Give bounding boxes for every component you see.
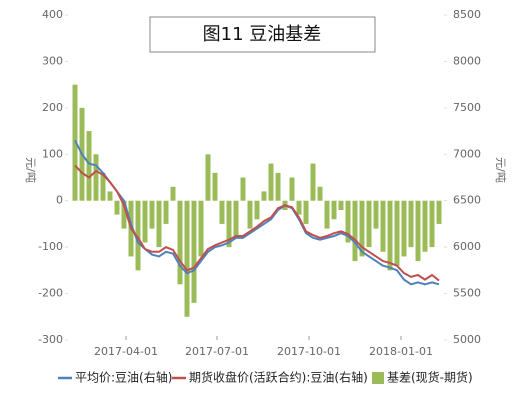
bar	[184, 200, 190, 317]
bar	[275, 172, 281, 201]
line	[74, 164, 440, 282]
bar	[107, 191, 113, 201]
bar	[359, 200, 365, 257]
y-tick-label: 200	[42, 101, 63, 114]
bar	[240, 177, 246, 201]
bar	[317, 186, 323, 201]
y-tick-label: 0	[56, 194, 63, 207]
y-tick-label: -300	[38, 333, 63, 346]
x-tick-label: 2017-10-01	[277, 345, 341, 358]
y-tick-label: 300	[42, 54, 63, 67]
bar	[415, 200, 421, 262]
bar	[191, 200, 197, 303]
legend-label: 平均价:豆油(右轴)	[75, 370, 172, 385]
bar	[394, 200, 400, 266]
bar	[212, 172, 218, 201]
bar	[142, 200, 148, 243]
chart-title: 图11 豆油基差	[203, 24, 322, 45]
bar	[366, 200, 372, 248]
y-tick-label: 100	[42, 147, 63, 160]
bar	[86, 131, 92, 201]
x-tick-label: 2017-07-01	[185, 345, 249, 358]
bar	[324, 200, 330, 229]
x-tick-label: 2018-01-01	[369, 345, 433, 358]
bar	[387, 200, 393, 271]
y2-tick-label: 7500	[453, 101, 481, 114]
bar	[380, 200, 386, 252]
y2-tick-label: 5000	[453, 333, 481, 346]
bar	[289, 177, 295, 201]
bar	[114, 200, 120, 215]
bar	[436, 200, 442, 224]
y2-tick-label: 5500	[453, 287, 481, 300]
bar	[170, 186, 176, 201]
bar	[401, 200, 407, 257]
bar	[338, 200, 344, 210]
y-axis-label: 元/吨	[24, 157, 37, 183]
y-tick-label: -200	[38, 287, 63, 300]
bar	[72, 84, 78, 201]
bar	[352, 200, 358, 262]
bar	[408, 200, 414, 248]
bar	[93, 154, 99, 201]
bar	[226, 200, 232, 248]
bar	[121, 200, 127, 229]
bar	[373, 200, 379, 229]
bar	[422, 200, 428, 252]
bar	[254, 200, 260, 220]
y2-tick-label: 6500	[453, 194, 481, 207]
bar	[345, 200, 351, 243]
bar	[261, 191, 267, 201]
bar	[233, 200, 239, 238]
y-tick-label: 400	[42, 8, 63, 21]
bar	[156, 200, 162, 248]
bar	[135, 200, 141, 271]
bar	[303, 200, 309, 224]
bar	[198, 200, 204, 257]
bar	[331, 200, 337, 220]
bar	[268, 163, 274, 201]
x-tick-label: 2017-04-01	[94, 345, 158, 358]
legend-label: 基差(现货-期货)	[387, 370, 473, 385]
bar	[205, 154, 211, 201]
bar	[163, 200, 169, 224]
legend-swatch	[372, 372, 384, 384]
bar	[429, 200, 435, 248]
y-tick-label: -100	[38, 240, 63, 253]
bar	[219, 200, 225, 224]
y2-tick-label: 7000	[453, 147, 481, 160]
bar	[100, 172, 106, 201]
y2-tick-label: 8500	[453, 8, 481, 21]
y2-tick-label: 8000	[453, 54, 481, 67]
bar	[296, 200, 302, 215]
y2-axis-label: 元/吨	[494, 157, 507, 183]
bar	[149, 200, 155, 229]
bar	[177, 200, 183, 285]
legend-label: 期货收盘价(活跃合约):豆油(右轴)	[189, 370, 368, 385]
title-box	[149, 16, 376, 53]
bar	[310, 163, 316, 201]
bar	[247, 200, 253, 229]
y2-tick-label: 6000	[453, 240, 481, 253]
